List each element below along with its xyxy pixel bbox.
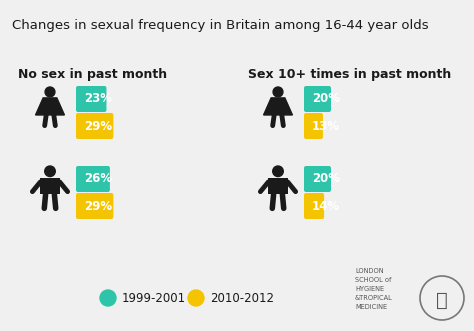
Text: Changes in sexual frequency in Britain among 16-44 year olds: Changes in sexual frequency in Britain a… (12, 19, 428, 31)
Text: 🐴: 🐴 (436, 291, 448, 309)
Text: 13%: 13% (312, 119, 340, 132)
Text: 14%: 14% (312, 200, 340, 213)
FancyBboxPatch shape (40, 177, 60, 194)
Text: 23%: 23% (84, 92, 112, 106)
Text: 29%: 29% (84, 119, 112, 132)
Text: 29%: 29% (84, 200, 112, 213)
FancyBboxPatch shape (304, 113, 323, 139)
Circle shape (273, 166, 283, 176)
Polygon shape (36, 98, 64, 115)
FancyBboxPatch shape (304, 193, 324, 219)
Text: 26%: 26% (84, 172, 112, 185)
Text: Sex 10+ times in past month: Sex 10+ times in past month (248, 68, 451, 81)
FancyBboxPatch shape (76, 86, 107, 112)
Text: 20%: 20% (312, 172, 340, 185)
Text: 1999-2001: 1999-2001 (122, 292, 186, 305)
FancyBboxPatch shape (268, 177, 288, 194)
Text: No sex in past month: No sex in past month (18, 68, 167, 81)
Text: LONDON
SCHOOL of
HYGIENE
&TROPICAL
MEDICINE: LONDON SCHOOL of HYGIENE &TROPICAL MEDIC… (355, 268, 393, 310)
Circle shape (273, 87, 283, 97)
Circle shape (100, 290, 116, 306)
FancyBboxPatch shape (76, 193, 113, 219)
FancyBboxPatch shape (304, 86, 331, 112)
Circle shape (45, 87, 55, 97)
FancyBboxPatch shape (304, 166, 331, 192)
FancyBboxPatch shape (76, 113, 113, 139)
Text: 20%: 20% (312, 92, 340, 106)
Polygon shape (264, 98, 292, 115)
FancyBboxPatch shape (76, 166, 110, 192)
Circle shape (45, 166, 55, 176)
Text: 2010-2012: 2010-2012 (210, 292, 274, 305)
Circle shape (188, 290, 204, 306)
